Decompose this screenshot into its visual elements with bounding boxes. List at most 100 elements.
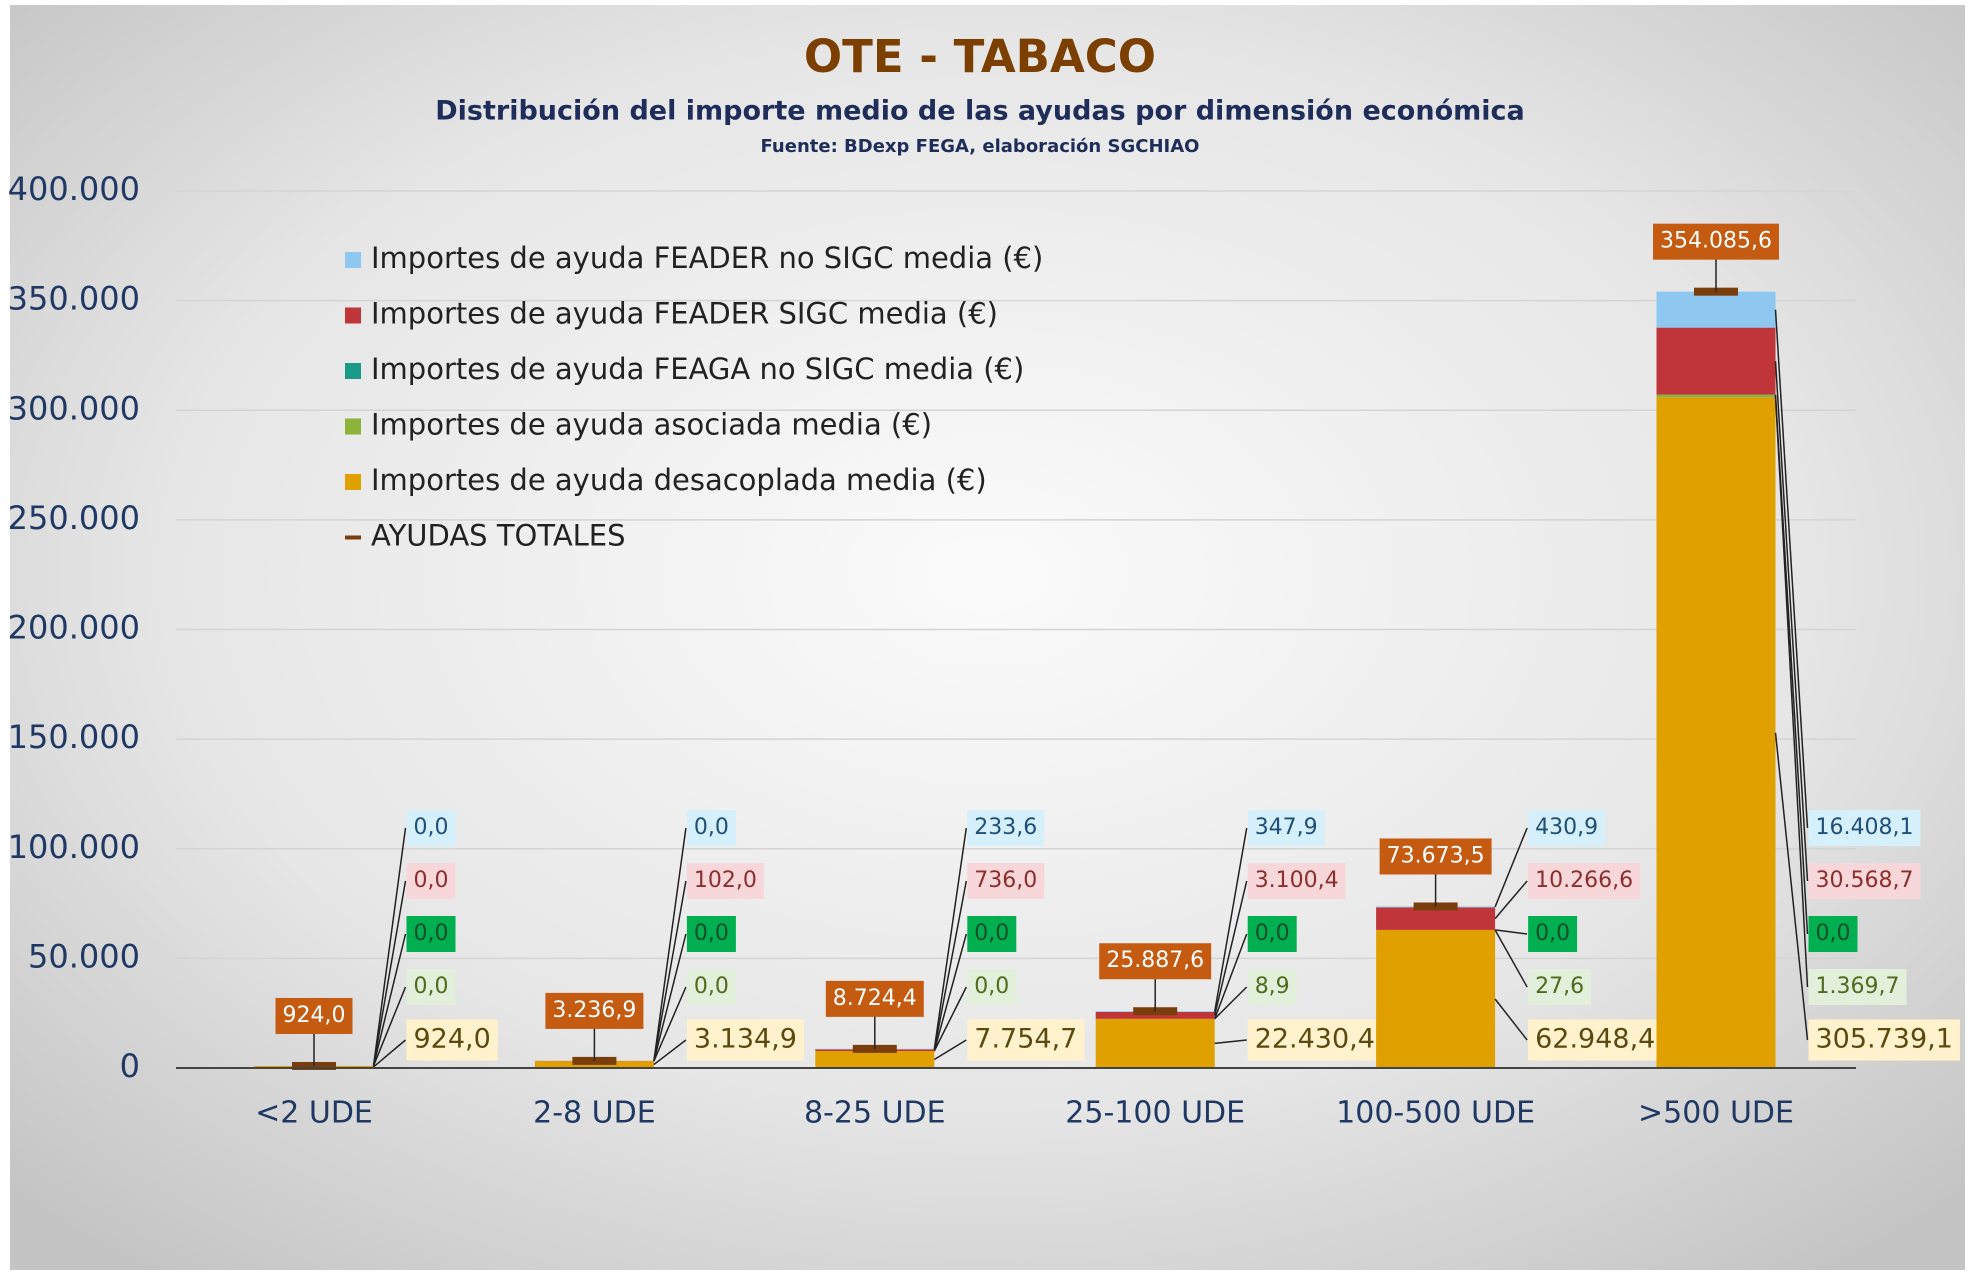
leader-line <box>372 880 407 1067</box>
y-tick-label: 150.000 <box>8 718 140 756</box>
y-tick-label: 200.000 <box>8 609 140 647</box>
data-label-box <box>1247 1019 1382 1061</box>
leader-line <box>653 827 687 1062</box>
x-tick-label: 25-100 UDE <box>1065 1096 1245 1131</box>
data-label: 73.673,5 <box>1387 843 1485 868</box>
leader-line <box>1494 880 1528 920</box>
data-label: 27,6 <box>1535 974 1584 999</box>
data-label-box <box>545 992 644 1029</box>
data-label-box <box>1528 863 1641 899</box>
data-label-box <box>275 997 353 1034</box>
data-label: 0,0 <box>414 868 449 893</box>
data-label-box <box>1528 1019 1663 1061</box>
data-label: 347,9 <box>1255 815 1318 840</box>
data-label: 305.739,1 <box>1816 1024 1953 1055</box>
data-label-box <box>1379 838 1492 875</box>
leader-line <box>653 986 687 1062</box>
data-label-box <box>1808 916 1858 952</box>
leader-line <box>1494 827 1528 908</box>
data-label-box <box>1247 863 1346 899</box>
data-label: 62.948,4 <box>1535 1024 1655 1055</box>
y-tick-label: 400.000 <box>8 170 140 208</box>
data-label-box <box>967 916 1017 952</box>
data-label: 16.408,1 <box>1816 815 1914 840</box>
data-label-box <box>406 810 456 846</box>
bar-segment <box>1376 929 1496 1068</box>
data-label: 0,0 <box>694 815 729 840</box>
data-label: 924,0 <box>283 1003 346 1028</box>
y-tick-label: 250.000 <box>8 499 140 537</box>
leader-line <box>1495 929 1528 935</box>
data-label-box <box>1528 810 1606 846</box>
legend-label: Importes de ayuda FEAGA no SIGC media (€… <box>371 352 1024 386</box>
leader-line <box>933 933 968 1052</box>
data-label-box <box>686 1019 804 1061</box>
legend-swatch <box>345 307 361 324</box>
data-label-box <box>825 980 924 1017</box>
bar-segment <box>1095 1012 1215 1019</box>
data-label: 0,0 <box>414 974 449 999</box>
leader-line <box>1214 986 1248 1020</box>
data-label-box <box>686 969 736 1005</box>
data-label-box <box>1247 810 1325 846</box>
data-label: 0,0 <box>974 921 1009 946</box>
leader-line <box>933 986 967 1052</box>
data-label: 102,0 <box>694 868 757 893</box>
data-label: 7.754,7 <box>974 1024 1077 1055</box>
data-label: 0,0 <box>414 921 449 946</box>
bar-segment <box>1095 1018 1215 1068</box>
data-label-box <box>967 1019 1085 1061</box>
leader-line <box>1494 929 1528 988</box>
data-label: 30.568,7 <box>1816 868 1914 893</box>
leader-line <box>933 827 968 1050</box>
bar-segment <box>1656 394 1776 398</box>
bar-segment <box>815 1050 935 1068</box>
data-label-box <box>967 810 1045 846</box>
data-label-box <box>1808 810 1921 846</box>
data-label-box <box>1808 863 1921 899</box>
leader-line <box>1494 998 1528 1041</box>
data-label-box <box>1099 943 1212 980</box>
data-label: 0,0 <box>694 921 729 946</box>
leader-line <box>1213 880 1248 1016</box>
data-label: 1.369,7 <box>1816 974 1900 999</box>
leader-line <box>653 880 687 1062</box>
leader-line <box>373 1039 406 1068</box>
data-label: 25.887,6 <box>1106 948 1204 973</box>
data-label-box <box>1808 969 1907 1005</box>
data-label: 0,0 <box>1816 921 1851 946</box>
legend-label: Importes de ayuda asociada media (€) <box>371 408 932 442</box>
x-tick-label: 2-8 UDE <box>533 1096 656 1131</box>
data-label-box <box>686 810 736 846</box>
leader-line <box>933 1039 967 1061</box>
y-tick-label: 50.000 <box>28 937 140 975</box>
legend-swatch <box>345 363 361 379</box>
leader-line <box>372 986 407 1067</box>
x-tick-label: 100-500 UDE <box>1336 1096 1535 1131</box>
legend-label: Importes de ayuda FEADER no SIGC media (… <box>371 241 1043 275</box>
x-tick-label: 8-25 UDE <box>804 1096 946 1131</box>
leader-line <box>372 933 407 1067</box>
leader-line <box>1213 827 1248 1012</box>
data-label: 0,0 <box>694 974 729 999</box>
legend-label: Importes de ayuda desacoplada media (€) <box>371 463 987 497</box>
data-label: 233,6 <box>974 815 1037 840</box>
leader-line <box>933 880 968 1051</box>
data-label-box <box>406 863 456 899</box>
data-label-box <box>686 863 764 899</box>
data-label-box <box>967 969 1017 1005</box>
y-tick-label: 300.000 <box>8 389 140 427</box>
data-label: 0,0 <box>414 815 449 840</box>
data-label: 8,9 <box>1255 974 1290 999</box>
leader-line <box>1213 933 1248 1020</box>
data-label: 10.266,6 <box>1535 868 1633 893</box>
data-label-box <box>1808 1019 1960 1061</box>
y-tick-label: 0 <box>120 1047 140 1085</box>
data-label-box <box>1653 223 1779 260</box>
bar-segment <box>1656 327 1776 395</box>
legend-label: AYUDAS TOTALES <box>371 519 626 553</box>
leader-line <box>372 827 407 1067</box>
data-label-box <box>1528 916 1578 952</box>
data-label: 0,0 <box>1535 921 1570 946</box>
